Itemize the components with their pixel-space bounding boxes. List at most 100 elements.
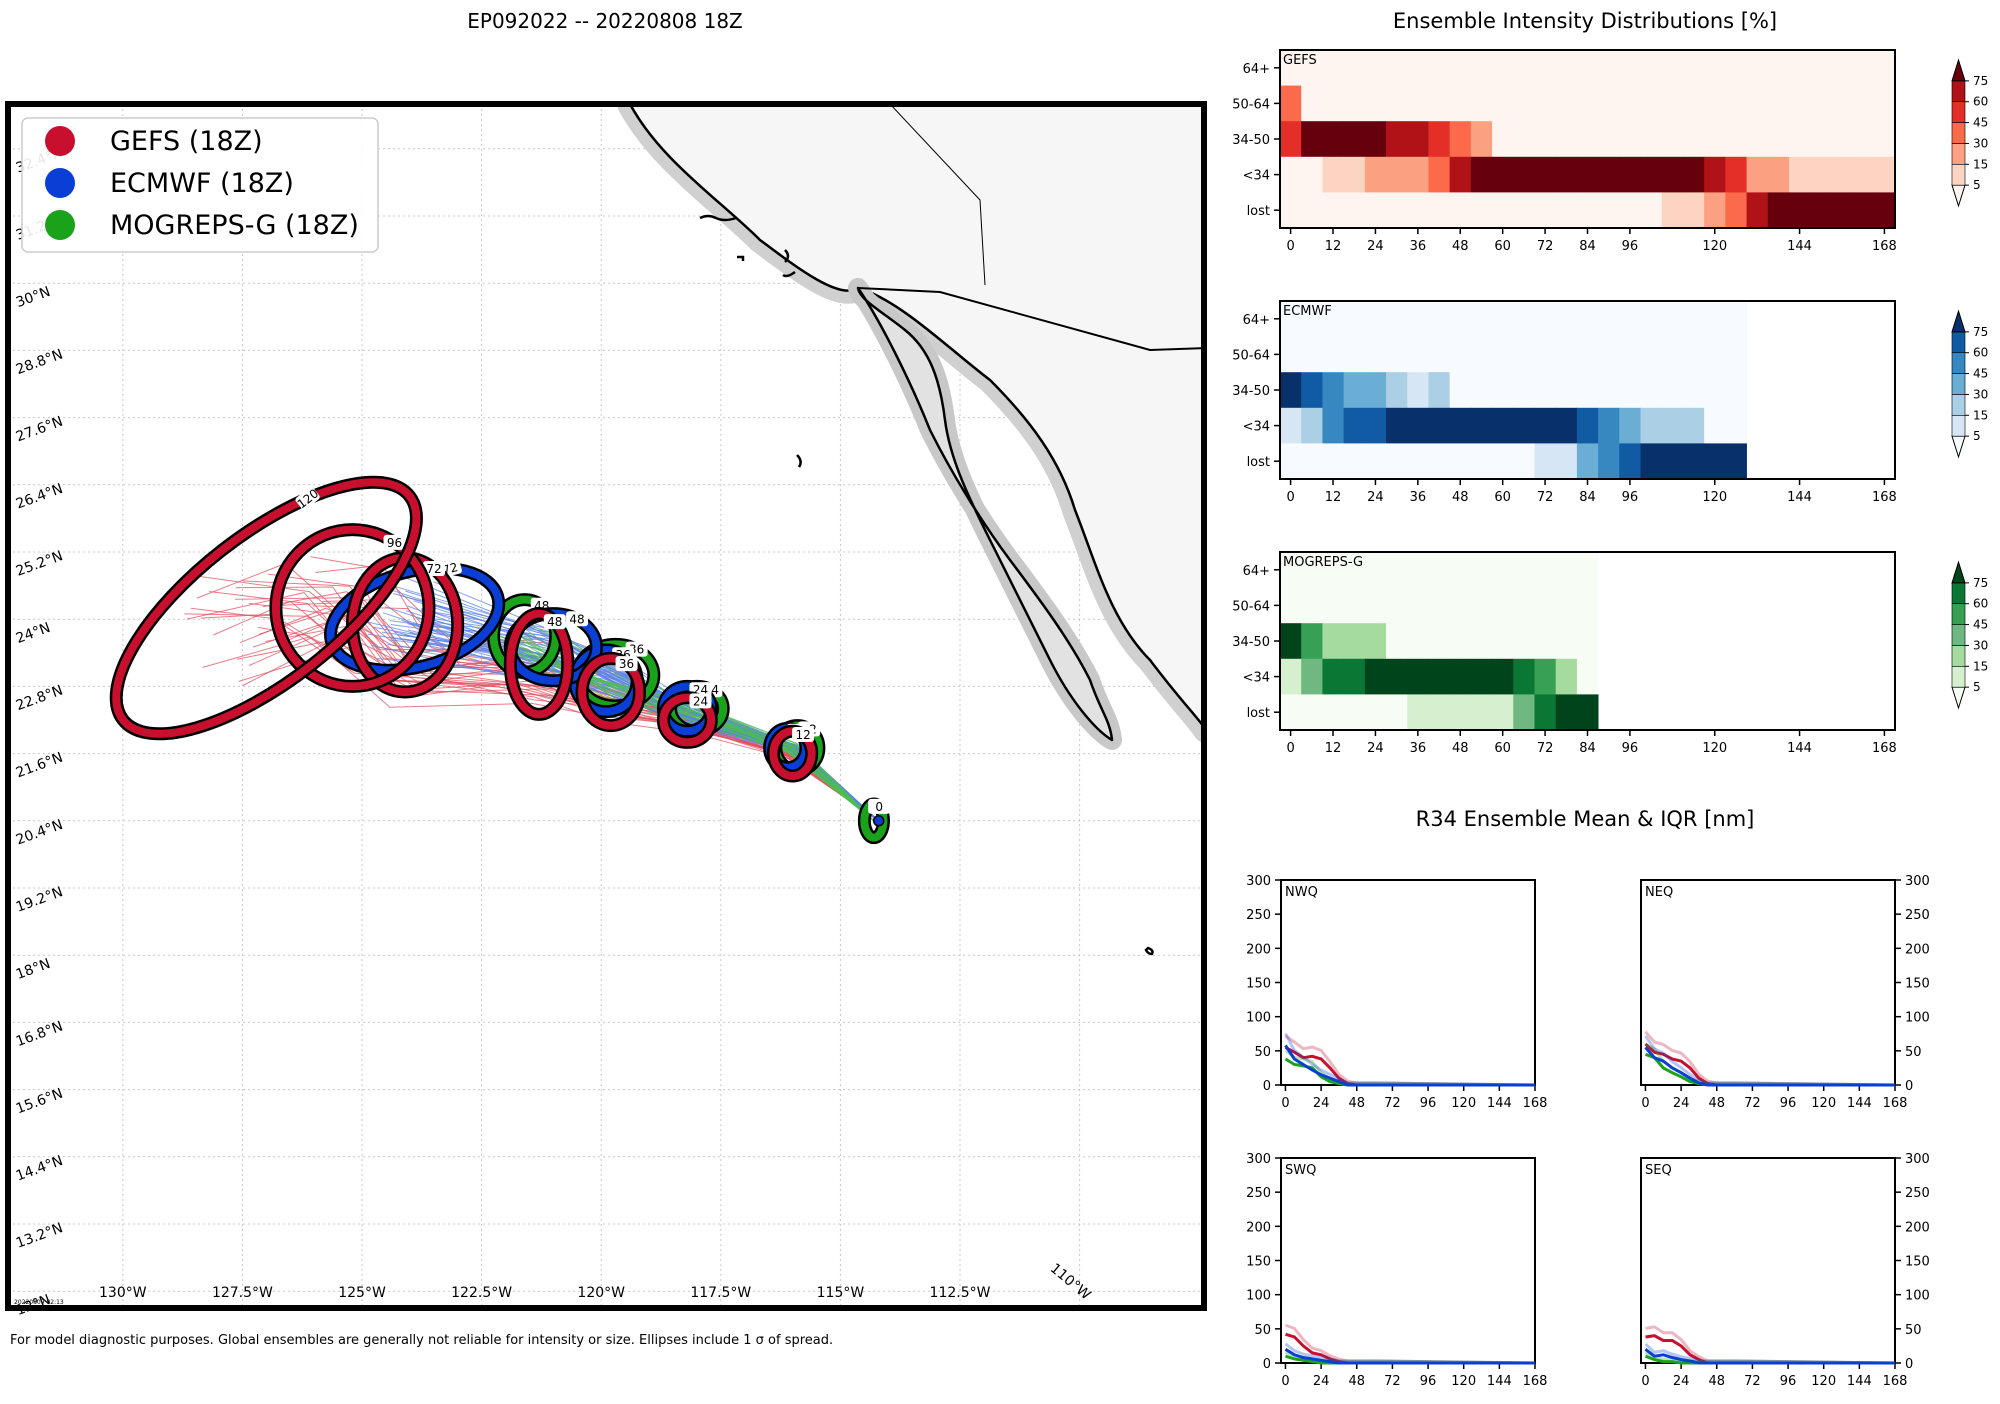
heatmap-cell xyxy=(1725,443,1747,480)
x-tick-label: 0 xyxy=(1641,1096,1649,1111)
map-frame xyxy=(5,101,1207,1311)
heatmap-cell xyxy=(1280,587,1302,624)
heatmap-cell xyxy=(1364,694,1387,731)
heatmap-cell xyxy=(1576,192,1599,229)
y-tick-label: 150 xyxy=(1246,977,1271,992)
x-tick-label: 96 xyxy=(1622,490,1639,505)
heatmap-cell xyxy=(1598,443,1620,480)
x-tick-label: 60 xyxy=(1494,239,1511,254)
x-tick-label: 72 xyxy=(1744,1374,1761,1389)
heatmap-cell xyxy=(1576,552,1599,588)
heatmap-cell xyxy=(1492,50,1514,86)
heatmap-cell xyxy=(1301,658,1323,695)
mainland-coast-line xyxy=(628,104,1204,730)
heatmap-cell xyxy=(1470,192,1493,229)
heatmap-cell xyxy=(1386,50,1408,86)
heatmap-cell xyxy=(1725,50,1747,86)
row-label: 64+ xyxy=(1243,564,1270,579)
colorbar-segment xyxy=(1951,645,1966,667)
heatmap-cell xyxy=(1831,156,1853,193)
heatmap-cell xyxy=(1725,301,1747,337)
heatmap-cell xyxy=(1598,85,1620,122)
colorbar-segment xyxy=(1951,80,1966,103)
heatmap-cell xyxy=(1576,587,1599,624)
heatmap-cell xyxy=(1364,156,1387,193)
intensity-title: Ensemble Intensity Distributions [%] xyxy=(1393,9,1777,33)
heatmap-cell xyxy=(1386,156,1408,193)
colorbar-segment xyxy=(1951,352,1966,374)
row-label: 50-64 xyxy=(1232,97,1270,112)
heatmap-cell xyxy=(1555,301,1578,337)
island xyxy=(784,249,790,263)
ellipse-label-bg xyxy=(295,486,320,510)
y-tick-label: 300 xyxy=(1246,1152,1271,1167)
heatmap-cell xyxy=(1280,623,1302,660)
heatmap-cell xyxy=(1555,336,1578,373)
heatmap-cell xyxy=(1343,85,1366,122)
heatmap-cell xyxy=(1810,50,1832,86)
heatmap-cell xyxy=(1492,658,1514,695)
ellipse-tau-label: 36 xyxy=(619,657,634,671)
heatmap-cell xyxy=(1322,587,1345,624)
heatmap-cell xyxy=(1555,192,1578,229)
r34-frame xyxy=(1280,1157,1536,1364)
x-tick-label: 24 xyxy=(1367,239,1384,254)
heatmap-cell xyxy=(1322,301,1345,337)
heatmap-cell xyxy=(1682,407,1705,444)
heatmap-cell xyxy=(1280,192,1302,229)
x-tick-label: 0 xyxy=(1286,741,1294,756)
heatmap-cell xyxy=(1513,121,1535,158)
timestamp: 20220809 02:13 xyxy=(14,1299,64,1306)
heatmap-cell xyxy=(1682,301,1705,337)
y-tick-label: 150 xyxy=(1905,977,1930,992)
heatmap-cell xyxy=(1661,121,1684,158)
heatmap-cell xyxy=(1873,50,1896,86)
r34-panel-SEQ: SEQ 0 50 100 150 200 250 300 0 24 48 72 96 120 144 168 xyxy=(1640,1152,1930,1389)
heatmap-cell xyxy=(1682,336,1705,373)
heatmap-cell xyxy=(1661,50,1684,86)
colorbar-tick-label: 5 xyxy=(1973,429,1981,443)
island xyxy=(737,255,745,261)
heatmap-cell xyxy=(1407,623,1429,660)
heatmap-cell xyxy=(1386,372,1408,409)
heatmap-cell xyxy=(1831,192,1853,229)
heatmap-cell xyxy=(1364,301,1387,337)
colorbar-tick-label: 75 xyxy=(1973,325,1988,339)
heatmap-cell xyxy=(1598,407,1620,444)
heatmap-cell xyxy=(1619,301,1641,337)
heatmap-cell xyxy=(1704,192,1726,229)
colorbar-extend-high xyxy=(1951,560,1966,584)
heatmap-cell xyxy=(1534,587,1557,624)
heatmap-cell xyxy=(1470,50,1493,86)
colorbar-tick-label: 30 xyxy=(1973,136,1988,150)
legend-ecmwf-label: ECMWF (18Z) xyxy=(110,168,294,199)
heatmap-cell xyxy=(1852,121,1875,158)
heatmap-cell xyxy=(1704,121,1726,158)
heatmap-cell xyxy=(1280,336,1302,373)
heatmap-cell xyxy=(1407,407,1429,444)
heatmap-cell xyxy=(1640,443,1663,480)
x-tick-label: 96 xyxy=(1420,1096,1437,1111)
x-tick-label: 120 xyxy=(1702,239,1727,254)
island xyxy=(699,214,737,222)
lon-tick-label: 120°W xyxy=(577,1285,625,1301)
x-tick-label: 96 xyxy=(1780,1096,1797,1111)
colorbar-tick-label: 15 xyxy=(1973,157,1988,171)
r34-iqr-ecmwf xyxy=(1284,1032,1536,1087)
heatmap-cell xyxy=(1280,694,1302,731)
heatmap-cell xyxy=(1873,156,1896,193)
legend-mogreps-label: MOGREPS-G (18Z) xyxy=(110,210,359,241)
heatmap-cell xyxy=(1322,121,1345,158)
r34-iqr-gefs xyxy=(1645,1325,1896,1365)
heatmap-cell xyxy=(1322,85,1345,122)
heatmap-cell xyxy=(1322,156,1345,193)
heatmap-cell xyxy=(1449,407,1472,444)
heatmap-cell xyxy=(1746,192,1769,229)
x-tick-label: 168 xyxy=(1523,1374,1548,1389)
x-tick-label: 24 xyxy=(1313,1096,1330,1111)
heatmap-cell xyxy=(1322,50,1345,86)
heatmap-cell xyxy=(1386,192,1408,229)
heatmap-cell xyxy=(1280,443,1302,480)
heatmap-cell xyxy=(1449,443,1472,480)
heatmap-cell xyxy=(1301,587,1323,624)
